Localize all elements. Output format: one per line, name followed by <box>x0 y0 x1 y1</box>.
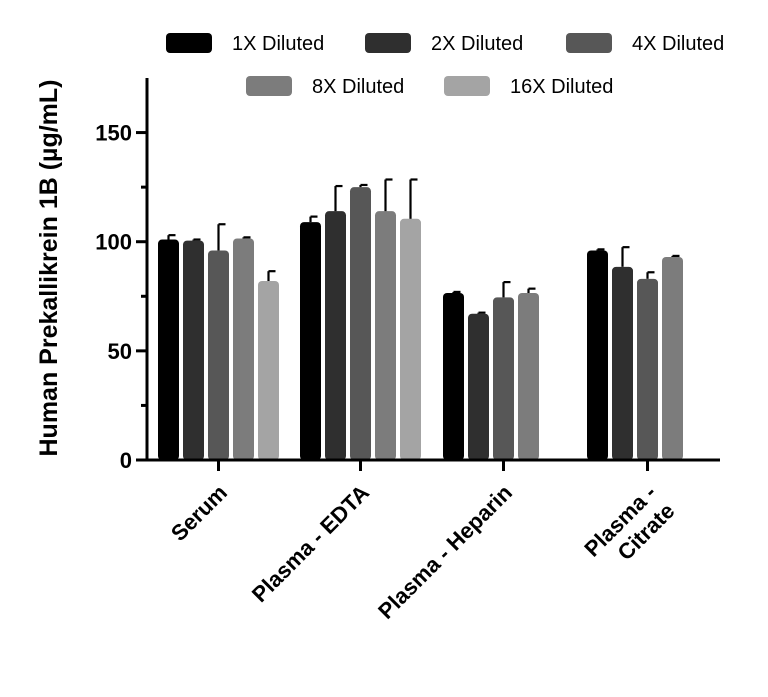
bar <box>158 239 179 460</box>
bar <box>258 281 279 460</box>
legend-label: 4X Diluted <box>632 33 724 55</box>
legend: 1X Diluted 2X Diluted 4X Diluted 8X Diluted… <box>166 33 724 98</box>
bar <box>518 293 539 460</box>
legend-item: 8X Diluted <box>246 76 404 98</box>
y-tick-label: 150 <box>95 121 132 146</box>
bar <box>637 278 658 460</box>
bar <box>587 250 608 460</box>
bar <box>400 218 421 460</box>
y-tick-label: 100 <box>95 230 132 255</box>
bar <box>183 240 204 460</box>
x-tick-label-serum: Serum <box>166 480 232 546</box>
legend-swatch <box>166 33 212 53</box>
bar <box>612 266 633 460</box>
bar <box>493 297 514 460</box>
bar <box>350 187 371 460</box>
legend-item: 2X Diluted <box>365 33 523 55</box>
bar <box>375 211 396 460</box>
bars <box>158 178 683 460</box>
legend-label: 8X Diluted <box>312 76 404 98</box>
legend-swatch <box>444 76 490 96</box>
x-tick-label-edta: Plasma - EDTA <box>247 480 374 607</box>
bar <box>443 293 464 460</box>
legend-item: 1X Diluted <box>166 33 324 55</box>
x-tick-label-heparin: Plasma - Heparin <box>373 480 517 624</box>
x-tick-label-citrate: Plasma -Citrate <box>579 480 679 580</box>
bar <box>662 256 683 460</box>
legend-label: 1X Diluted <box>232 33 324 55</box>
legend-swatch <box>566 33 612 53</box>
legend-item: 4X Diluted <box>566 33 724 55</box>
y-tick-label: 50 <box>108 339 132 364</box>
legend-label: 16X Diluted <box>510 76 613 98</box>
legend-label: 2X Diluted <box>431 33 523 55</box>
bar <box>233 238 254 460</box>
y-axis-label: Human Prekallikrein 1B (µg/mL) <box>35 79 63 456</box>
bar <box>325 211 346 460</box>
legend-item: 16X Diluted <box>444 76 613 98</box>
legend-swatch <box>246 76 292 96</box>
bar <box>300 222 321 460</box>
bar <box>468 313 489 460</box>
y-tick-label: 0 <box>120 448 132 473</box>
bar <box>208 250 229 460</box>
legend-swatch <box>365 33 411 53</box>
